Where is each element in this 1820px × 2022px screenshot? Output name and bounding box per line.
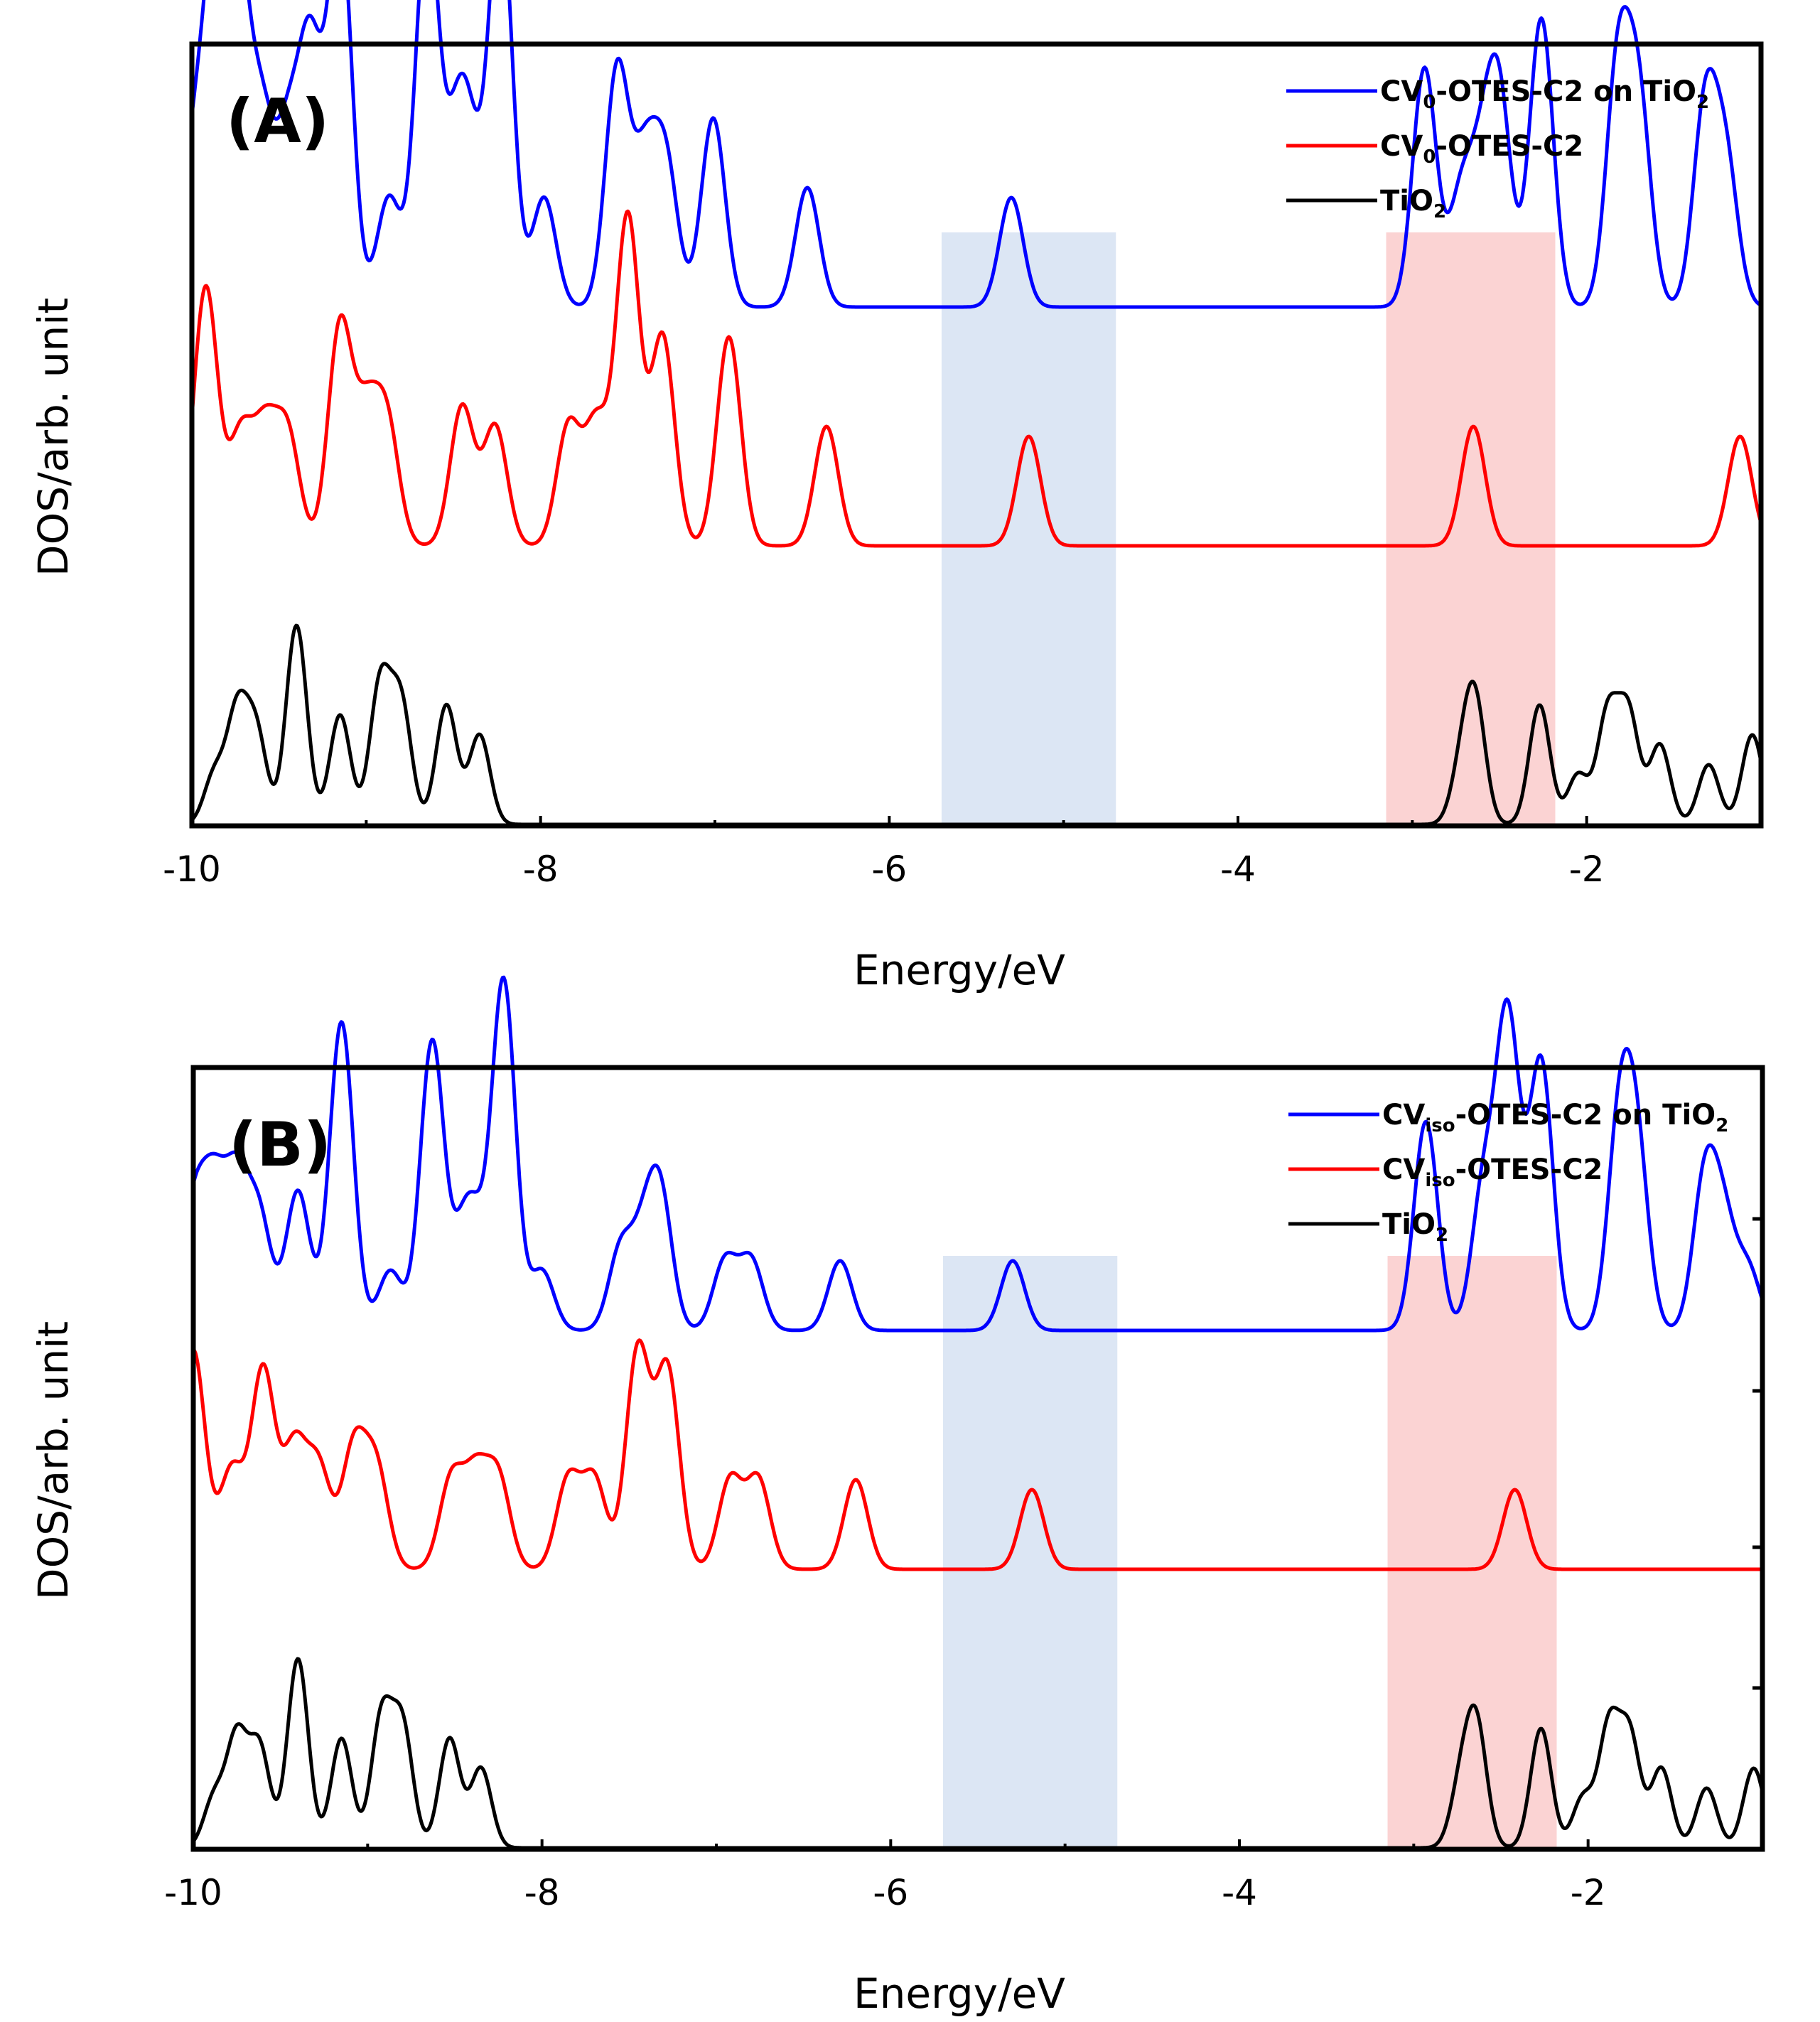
panel-b: -10 -8 -6 -4 -2 (B) CViso-OTES-C2 on TiO2CVi… (29, 975, 1765, 2018)
blue-series-line (191, 975, 1765, 1333)
blue-series-line (190, 0, 1762, 309)
panel-b-legend: CViso-OTES-C2 on TiO2 CViso-OTES-C2 TiO2 (1288, 1099, 1728, 1246)
panel-a-shaded-regions (941, 232, 1556, 826)
panel-a-plot-frame (189, 41, 1764, 829)
panel-b-plot-frame (190, 1065, 1765, 1852)
x-tick-label: -4 (1222, 1872, 1257, 1913)
shaded-band-2 (1386, 232, 1556, 826)
legend-label: CViso-OTES-C2 (1382, 1153, 1603, 1191)
legend-label: CViso-OTES-C2 on TiO2 (1382, 1099, 1728, 1136)
panel-b-right-ticks (1752, 1217, 1762, 1690)
shaded-band-1 (941, 232, 1116, 826)
panel-b-y-axis-title: DOS/arb. unit (29, 1321, 77, 1600)
legend-label: TiO2 (1380, 185, 1446, 222)
x-tick-label: -10 (163, 849, 221, 890)
shaded-band-1 (942, 1256, 1118, 1849)
panel-a-label: (A) (226, 86, 329, 157)
panel-a-x-ticks: -10 -8 -6 -4 -2 (163, 816, 1762, 890)
x-tick-label: -10 (164, 1872, 222, 1913)
panel-b-x-ticks: -10 -8 -6 -4 -2 (164, 1839, 1764, 1913)
legend-label: TiO2 (1382, 1208, 1448, 1246)
legend-label: CV0-OTES-C2 (1380, 130, 1583, 168)
legend-label: CV0-OTES-C2 on TiO2 (1380, 75, 1709, 113)
x-tick-label: -6 (873, 1872, 908, 1913)
x-tick-label: -2 (1571, 1872, 1606, 1913)
x-tick-label: -4 (1220, 849, 1256, 890)
x-tick-label: -8 (524, 1872, 560, 1913)
panel-b-label: (B) (229, 1109, 331, 1181)
panel-a: -10 -8 -6 -4 -2 (A) CV0-OTES-C2 on TiO2CV0-O… (29, 0, 1764, 994)
panel-a-legend: CV0-OTES-C2 on TiO2 CV0-OTES-C2 TiO2 (1286, 75, 1709, 222)
red-series-line (192, 1338, 1763, 1571)
x-tick-label: -2 (1569, 849, 1605, 890)
panel-b-x-axis-title: Energy/eV (854, 1969, 1065, 2018)
x-tick-label: -6 (871, 849, 907, 890)
panel-b-shaded-regions (942, 1256, 1557, 1849)
shaded-band-2 (1387, 1256, 1557, 1849)
red-series-line (190, 209, 1763, 548)
panel-a-y-axis-title: DOS/arb. unit (29, 298, 77, 576)
panel-a-x-axis-title: Energy/eV (854, 946, 1065, 994)
x-tick-label: -8 (523, 849, 559, 890)
